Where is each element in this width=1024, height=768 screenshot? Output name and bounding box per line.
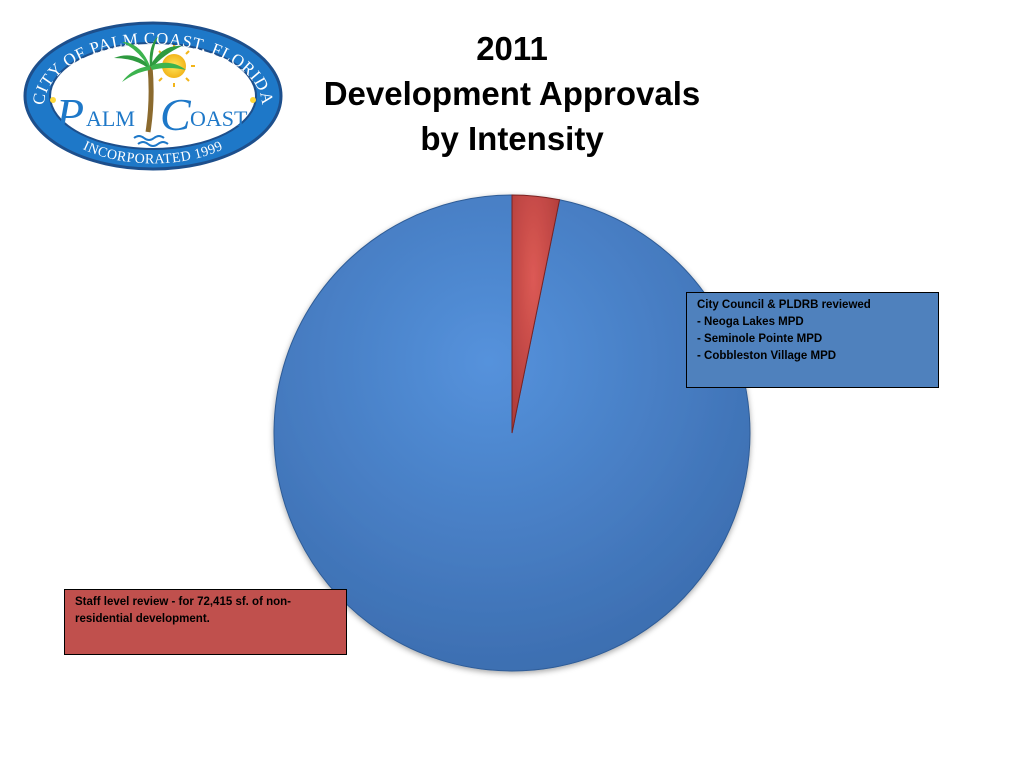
waves-icon [133,135,169,147]
logo-word-alm: ALM [86,106,135,131]
callout-blue-line-3: - Seminole Pointe MPD [697,333,823,345]
title-line-3: by Intensity [420,120,604,157]
palm-tree-icon [114,36,186,133]
palm-coast-logo: CITY OF PALM COAST, FLORIDA INCORPORATED… [23,21,283,171]
callout-blue-line-4: - Cobbleston Village MPD [697,350,837,362]
title-year: 2011 [476,30,548,67]
callout-city-council: City Council & PLDRB reviewed - Neoga La… [686,292,939,388]
callout-blue-line-2: - Neoga Lakes MPD [697,316,804,328]
pie-slice-staff-review [511,194,561,434]
callout-red-line-2: residential development. [75,613,210,625]
callout-red-line-1: Staff level review - for 72,415 sf. of n… [75,596,292,608]
callout-blue-line-1: City Council & PLDRB reviewed [697,299,871,311]
logo-letter-p: P [55,89,84,140]
title-line-2: Development Approvals [323,75,701,112]
logo-word-oast: OAST [190,106,248,131]
callout-staff-review: Staff level review - for 72,415 sf. of n… [64,589,347,655]
page-title: 2011 Development Approvals by Intensity [262,26,762,161]
logo-letter-c: C [160,89,192,140]
